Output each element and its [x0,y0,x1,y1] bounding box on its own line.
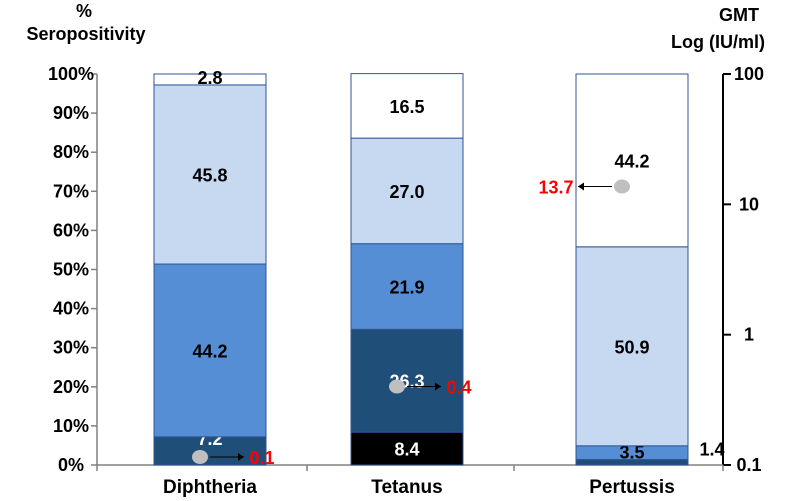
bar-data-label: 16.5 [389,97,424,117]
axis-labels: Diphtheria Tetanus Pertussis% Seropositivit… [26,1,765,498]
right-tick-label: 1 [744,325,754,345]
left-tick-label: 10% [53,416,89,436]
gmt-label: 0.1 [249,448,274,468]
left-tick-label: 70% [53,181,89,201]
bar-data-label: 44.2 [192,341,227,361]
left-tick-label: 100% [48,64,94,84]
gmt-label: 13.7 [538,178,573,198]
bars: 7.244.245.82.88.426.321.927.016.51.43.55… [153,68,725,466]
right-tick-label: 10 [739,194,759,214]
gmt-label: 0.4 [446,378,471,398]
bar-segment [153,263,267,438]
left-tick-label: 60% [53,220,89,240]
gmt-marker [389,379,405,394]
bar-data-label: 8.4 [394,440,419,460]
left-tick-label: 50% [53,260,89,280]
bar-segment [350,431,464,466]
bar-data-label: 45.8 [192,165,227,185]
bar-data-label: 3.5 [619,443,644,463]
left-axis-title-line1: % [76,1,92,21]
bar-data-label: 44.2 [614,151,649,171]
bar-segment [153,84,267,265]
left-tick-label: 90% [53,103,89,123]
right-tick-label: 100 [734,64,764,84]
bar-data-label: 2.8 [197,68,222,88]
right-tick-label: 0.1 [736,455,761,475]
left-tick-label: 80% [53,142,89,162]
left-tick-label: 40% [53,299,89,319]
axes: 0% 10% 20% 30% 40% 50% 60% 70% 80% 90% 100% 0.1 1 10 1… [48,64,764,475]
bar-segment [575,246,689,447]
category-label: Tetanus [371,477,442,498]
left-tick-label: 30% [53,338,89,358]
left-tick-label: 0% [58,455,84,475]
bar-data-label: 27.0 [389,182,424,202]
category-label: Diphtheria [163,477,257,498]
bar-segment [153,73,267,86]
gmt-arrowhead [435,382,441,391]
category-label: Pertussis [589,477,675,498]
bar-segment [350,243,464,330]
bar-data-label: 1.4 [699,439,724,459]
gmt-arrowhead [578,182,584,191]
right-axis-title-line1: GMT [719,5,759,25]
bar-segment [350,137,464,245]
bar-data-label: 50.9 [614,337,649,357]
gmt-marker [192,450,208,464]
right-axis-title-line2: Log (IU/ml) [671,32,765,52]
left-axis-title-line2: Seropositivity [26,24,145,44]
gmt-marker [614,179,630,194]
bar-segment [350,73,464,139]
left-tick-label: 20% [53,377,89,397]
bar-segment [575,73,689,248]
gmt-arrowhead [238,453,244,461]
bar-data-label: 21.9 [389,278,424,298]
gmt-markers: 0.1 0.4 13.7 [192,178,630,468]
